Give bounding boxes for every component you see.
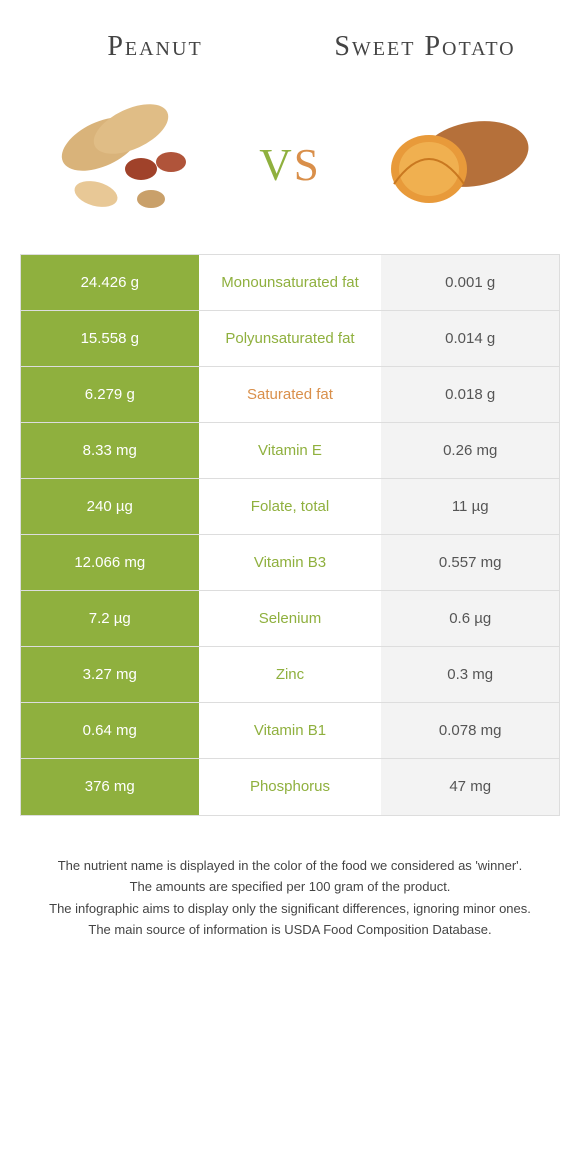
value-left: 6.279 g xyxy=(21,367,199,422)
value-left: 8.33 mg xyxy=(21,423,199,478)
footer-line-3: The infographic aims to display only the… xyxy=(30,899,550,919)
nutrient-label: Zinc xyxy=(199,647,382,702)
value-right: 0.001 g xyxy=(381,255,559,310)
value-left: 24.426 g xyxy=(21,255,199,310)
value-left: 12.066 mg xyxy=(21,535,199,590)
footer-notes: The nutrient name is displayed in the co… xyxy=(0,816,580,962)
nutrient-label: Phosphorus xyxy=(199,759,382,815)
food-title-right: Sweet Potato xyxy=(317,30,533,64)
header: Peanut Sweet Potato xyxy=(0,0,580,74)
value-left: 3.27 mg xyxy=(21,647,199,702)
vs-v: v xyxy=(259,123,294,194)
nutrient-label: Vitamin B3 xyxy=(199,535,382,590)
nutrient-label: Polyunsaturated fat xyxy=(199,311,382,366)
value-right: 0.557 mg xyxy=(381,535,559,590)
sweet-potato-image xyxy=(374,94,534,224)
footer-line-2: The amounts are specified per 100 gram o… xyxy=(30,877,550,897)
footer-line-4: The main source of information is USDA F… xyxy=(30,920,550,940)
nutrient-label: Vitamin E xyxy=(199,423,382,478)
value-right: 11 µg xyxy=(381,479,559,534)
value-right: 0.014 g xyxy=(381,311,559,366)
value-right: 0.018 g xyxy=(381,367,559,422)
table-row: 7.2 µgSelenium0.6 µg xyxy=(21,591,559,647)
table-row: 3.27 mgZinc0.3 mg xyxy=(21,647,559,703)
table-row: 8.33 mgVitamin E0.26 mg xyxy=(21,423,559,479)
value-left: 7.2 µg xyxy=(21,591,199,646)
value-right: 0.26 mg xyxy=(381,423,559,478)
value-right: 0.3 mg xyxy=(381,647,559,702)
vs-label: vs xyxy=(259,122,321,196)
images-row: vs xyxy=(0,74,580,254)
vs-s: s xyxy=(294,123,321,194)
value-left: 15.558 g xyxy=(21,311,199,366)
table-row: 376 mgPhosphorus47 mg xyxy=(21,759,559,815)
table-row: 0.64 mgVitamin B10.078 mg xyxy=(21,703,559,759)
value-left: 0.64 mg xyxy=(21,703,199,758)
value-right: 47 mg xyxy=(381,759,559,815)
nutrient-label: Monounsaturated fat xyxy=(199,255,382,310)
table-row: 12.066 mgVitamin B30.557 mg xyxy=(21,535,559,591)
table-row: 240 µgFolate, total11 µg xyxy=(21,479,559,535)
table-row: 15.558 gPolyunsaturated fat0.014 g xyxy=(21,311,559,367)
nutrient-label: Folate, total xyxy=(199,479,382,534)
footer-line-1: The nutrient name is displayed in the co… xyxy=(30,856,550,876)
food-title-left: Peanut xyxy=(47,30,263,64)
comparison-table: 24.426 gMonounsaturated fat0.001 g15.558… xyxy=(20,254,560,816)
nutrient-label: Selenium xyxy=(199,591,382,646)
table-row: 6.279 gSaturated fat0.018 g xyxy=(21,367,559,423)
value-left: 376 mg xyxy=(21,759,199,815)
value-right: 0.6 µg xyxy=(381,591,559,646)
nutrient-label: Vitamin B1 xyxy=(199,703,382,758)
peanut-image xyxy=(46,94,206,224)
value-right: 0.078 mg xyxy=(381,703,559,758)
value-left: 240 µg xyxy=(21,479,199,534)
nutrient-label: Saturated fat xyxy=(199,367,382,422)
table-row: 24.426 gMonounsaturated fat0.001 g xyxy=(21,255,559,311)
